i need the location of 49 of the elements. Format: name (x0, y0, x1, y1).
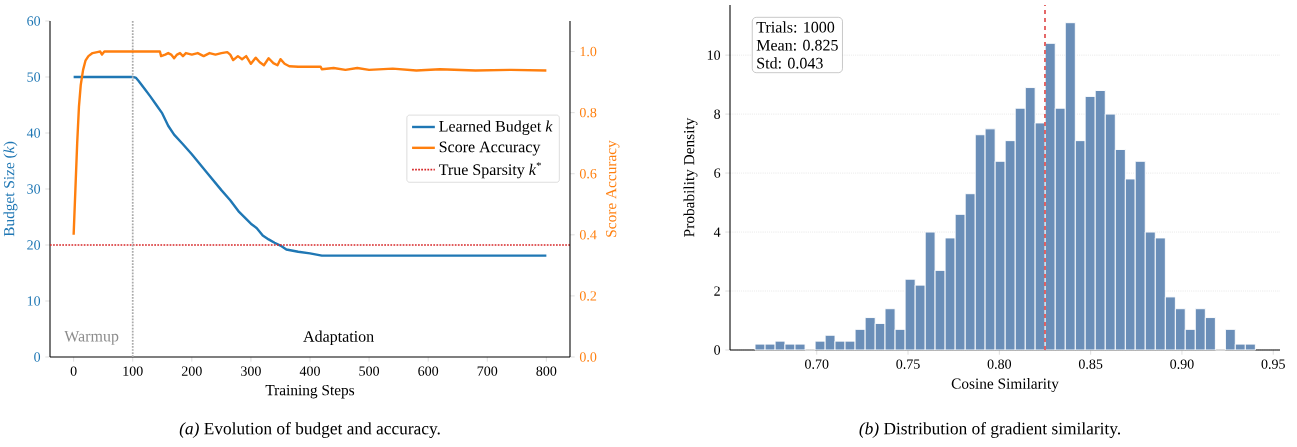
y-tick-label: 6 (714, 168, 721, 178)
legend-label: Learned Budget k (439, 120, 553, 135)
y2-axis-title: Score Accuracy (606, 140, 620, 237)
x-tick-label: 0.70 (805, 359, 829, 369)
legend-label: Score Accuracy (439, 141, 541, 156)
y2-tick-label: 0.6 (579, 168, 597, 179)
y-tick-label: 20 (27, 240, 41, 250)
y-tick-label: 0 (34, 352, 41, 362)
x-tick-label: 0 (70, 366, 77, 376)
annotation: Mean: 0.825 (756, 39, 838, 51)
x-tick-label: 0.90 (1170, 359, 1194, 369)
x-axis-title: Cosine Similarity (951, 378, 1059, 392)
y-tick-label: 8 (714, 109, 721, 119)
y-tick-label: 10 (707, 50, 721, 60)
x-tick-label: 700 (477, 366, 498, 376)
y2-tick-label: 0.8 (579, 107, 597, 118)
x-tick-label: 500 (359, 366, 380, 376)
x-tick-label: 0.80 (987, 359, 1012, 369)
x-axis-title: Training Steps (265, 384, 355, 399)
y-tick-label: 30 (27, 184, 41, 194)
x-tick-label: 100 (123, 366, 143, 376)
text: (a) Evolution of budget and accuracy. (179, 422, 440, 438)
x-tick-label: 0.85 (1078, 359, 1103, 369)
y-tick-label: 10 (27, 296, 41, 306)
legend-label: True Sparsity k$^{*}$ (438, 162, 541, 179)
annotation: Trials: 1000 (756, 21, 835, 33)
y-axis-title: Probability Density (683, 117, 698, 237)
x-tick-label: 200 (181, 366, 202, 376)
y2-tick-label: 0.2 (579, 291, 597, 301)
y-tick-label: 60 (27, 16, 41, 26)
y2-tick-label: 0.0 (579, 352, 597, 362)
x-tick-label: 300 (241, 366, 261, 376)
y-tick-label: 2 (714, 286, 720, 296)
annotation: Warmup (64, 330, 119, 345)
text: (b) Distribution of gradient similarity. (859, 422, 1121, 438)
y-axis-title: Budget Size (k) (3, 141, 18, 237)
y-tick-label: 40 (26, 128, 41, 138)
annotation: Adaptation (303, 330, 374, 346)
y-tick-label: 4 (713, 227, 721, 237)
y2-tick-label: 1.0 (580, 46, 597, 57)
y-tick-label: 50 (27, 72, 41, 82)
y2-tick-label: 0.4 (579, 230, 597, 240)
annotation: Std: 0.043 (757, 57, 823, 69)
x-tick-label: 0.75 (896, 359, 920, 369)
x-tick-label: 400 (299, 366, 320, 376)
x-tick-label: 600 (418, 366, 439, 376)
x-tick-label: 0.95 (1261, 359, 1285, 369)
y-tick-label: 0 (714, 345, 721, 355)
x-tick-label: 800 (536, 366, 557, 376)
